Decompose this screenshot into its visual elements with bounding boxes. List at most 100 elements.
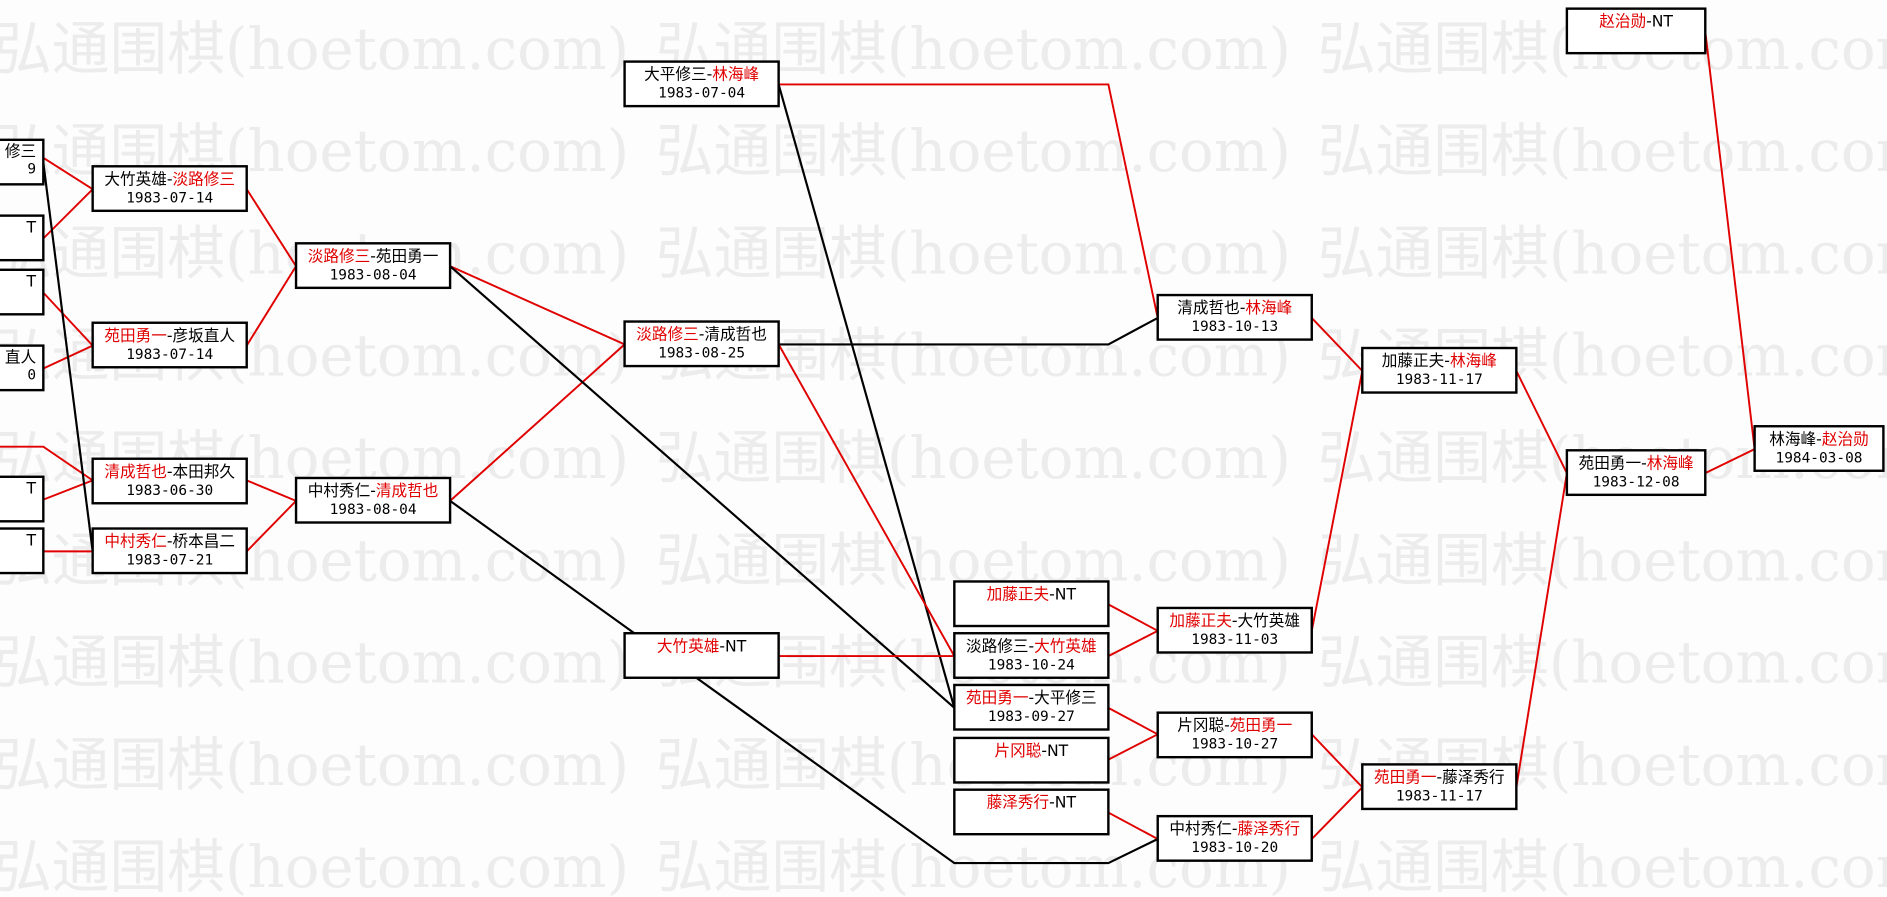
player-2: NT bbox=[1652, 12, 1674, 31]
match-box[interactable]: 苑田勇一-彦坂直人 1983-07-14 bbox=[91, 321, 248, 369]
match-date: 1983-07-14 bbox=[126, 190, 213, 206]
player-2: 藤泽秀行 bbox=[1442, 767, 1505, 786]
match-box[interactable]: 淡路修三-苑田勇一 1983-08-04 bbox=[294, 242, 452, 290]
match-box[interactable]: 大竹英雄-淡路修三 1983-07-14 bbox=[91, 165, 248, 213]
winner-line bbox=[246, 500, 297, 553]
match-date: 1983-10-20 bbox=[1191, 840, 1278, 856]
separator: - bbox=[1049, 585, 1055, 604]
match-box[interactable]: 清成哲也-本田邦久 1983-06-30 bbox=[91, 457, 248, 505]
winner-line bbox=[1107, 811, 1159, 840]
watermark-text: 弘通围棋(hoetom.com) bbox=[1318, 219, 1887, 287]
loser-line bbox=[42, 162, 94, 552]
winner-line bbox=[777, 343, 956, 657]
partial-match-box[interactable]: T bbox=[0, 475, 45, 523]
winner-line bbox=[1704, 31, 1756, 450]
player-2: 清成哲也 bbox=[376, 481, 439, 500]
match-box[interactable]: 苑田勇一-藤泽秀行 1983-11-17 bbox=[1361, 763, 1518, 811]
winner-line bbox=[1311, 733, 1363, 788]
loser-line bbox=[778, 316, 1159, 346]
separator: - bbox=[1232, 611, 1238, 630]
match-players: 中村秀仁-藤泽秀行 bbox=[1169, 819, 1300, 838]
player-2: NT bbox=[1055, 585, 1077, 604]
player-1: 片冈聪 bbox=[1177, 716, 1224, 735]
match-box[interactable]: 大平修三-林海峰 1983-07-04 bbox=[623, 60, 780, 108]
separator: - bbox=[699, 325, 705, 344]
loser-line bbox=[449, 499, 1159, 865]
match-players: 加藤正夫-林海峰 bbox=[1382, 351, 1497, 370]
player-1: 淡路修三 bbox=[966, 636, 1029, 655]
match-players: 藤泽秀行-NT bbox=[987, 793, 1077, 812]
match-players: 苑田勇一-彦坂直人 bbox=[104, 326, 235, 345]
match-box[interactable]: 淡路修三-大竹英雄 1983-10-24 bbox=[953, 632, 1110, 679]
separator: - bbox=[1049, 793, 1055, 812]
match-date: 1983-08-04 bbox=[330, 502, 417, 518]
match-date: 1983-12-08 bbox=[1593, 474, 1680, 490]
match-box[interactable]: 加藤正夫-大竹英雄 1983-11-03 bbox=[1156, 606, 1313, 654]
match-box[interactable]: 中村秀仁-藤泽秀行 1983-10-20 bbox=[1156, 814, 1313, 862]
partial-match-box[interactable]: T bbox=[0, 214, 45, 262]
watermark-text: 弘通围棋(hoetom.com) bbox=[0, 629, 629, 697]
match-box[interactable]: 苑田勇一-林海峰 1983-12-08 bbox=[1565, 449, 1707, 497]
player-1: 大平修三 bbox=[644, 65, 707, 84]
player-2: 苑田勇一 bbox=[376, 246, 439, 265]
player-1: 藤泽秀行 bbox=[987, 793, 1050, 812]
player-1: 苑田勇一 bbox=[966, 688, 1029, 707]
watermark-text: 弘通围棋(hoetom.com) bbox=[1318, 629, 1887, 697]
partial-match-box[interactable]: 直人0 bbox=[0, 344, 45, 392]
match-box[interactable]: 苑田勇一-大平修三 1983-09-27 bbox=[953, 683, 1110, 731]
separator: - bbox=[370, 246, 376, 265]
match-box[interactable]: 加藤正夫-NT bbox=[953, 580, 1110, 628]
player-1: 中村秀仁 bbox=[104, 532, 167, 551]
loser-line bbox=[449, 265, 956, 709]
player-2: NT bbox=[725, 636, 747, 655]
separator: - bbox=[167, 326, 173, 345]
winner-line bbox=[42, 291, 94, 347]
player-2: 大平修三 bbox=[1034, 688, 1097, 707]
partial-match-box[interactable]: T bbox=[0, 527, 45, 575]
match-boxes: 修三9TT直人0TT大竹英雄-淡路修三1983-07-14苑田勇一-彦坂直人19… bbox=[0, 7, 1885, 862]
match-date: 1983-10-27 bbox=[1191, 737, 1278, 753]
winner-line bbox=[1515, 473, 1568, 788]
match-box[interactable]: 片冈聪-苑田勇一 1983-10-27 bbox=[1156, 711, 1313, 759]
winner-line bbox=[245, 265, 297, 347]
match-players: 苑田勇一-大平修三 bbox=[966, 688, 1097, 707]
partial-match-box[interactable]: 修三9 bbox=[0, 138, 45, 186]
bracket-lines bbox=[0, 31, 1756, 865]
match-box[interactable]: 片冈聪-NT bbox=[953, 736, 1110, 784]
player-name: 直人 bbox=[5, 347, 37, 366]
match-box[interactable]: 林海峰-赵治勋 1984-03-08 bbox=[1753, 425, 1885, 472]
match-box[interactable]: 中村秀仁-清成哲也 1983-08-04 bbox=[294, 476, 452, 524]
match-players: 加藤正夫-大竹英雄 bbox=[1169, 611, 1300, 630]
match-players: 中村秀仁-清成哲也 bbox=[308, 481, 439, 500]
match-box[interactable]: 藤泽秀行-NT bbox=[953, 788, 1110, 836]
match-players: 淡路修三-清成哲也 bbox=[636, 325, 767, 344]
partial-match-box[interactable]: T bbox=[0, 268, 45, 316]
player-name: T bbox=[26, 530, 37, 549]
match-players: 苑田勇一-林海峰 bbox=[1579, 453, 1694, 472]
separator: - bbox=[1232, 819, 1238, 838]
separator: - bbox=[1029, 688, 1035, 707]
match-box[interactable]: 清成哲也-林海峰 1983-10-13 bbox=[1156, 293, 1313, 341]
match-box[interactable]: 淡路修三-清成哲也 1983-08-25 bbox=[623, 320, 780, 368]
player-2: 桥本昌二 bbox=[173, 532, 235, 551]
player-1: 加藤正夫 bbox=[987, 585, 1050, 604]
winner-line bbox=[245, 188, 297, 267]
match-box[interactable]: 加藤正夫-林海峰 1983-11-17 bbox=[1361, 346, 1518, 394]
match-box[interactable]: 中村秀仁-桥本昌二 1983-07-21 bbox=[91, 527, 248, 575]
player-1: 赵治勋 bbox=[1599, 12, 1646, 31]
separator: - bbox=[707, 65, 713, 84]
match-players: 大平修三-林海峰 bbox=[644, 65, 759, 84]
winner-line bbox=[1311, 317, 1363, 372]
match-box[interactable]: 赵治勋-NT bbox=[1565, 7, 1707, 55]
player-2: 藤泽秀行 bbox=[1238, 819, 1301, 838]
match-box[interactable]: 大竹英雄-NT bbox=[623, 632, 780, 679]
match-date: 1983-09-27 bbox=[988, 709, 1075, 725]
winner-line bbox=[1107, 629, 1159, 657]
separator: - bbox=[167, 462, 173, 481]
match-date: 1983-11-17 bbox=[1396, 372, 1483, 388]
player-1: 片冈聪 bbox=[994, 741, 1041, 760]
match-date: 1983-08-04 bbox=[330, 267, 417, 283]
watermark-text: 弘通围棋(hoetom.com) bbox=[1318, 526, 1887, 594]
winner-line bbox=[246, 479, 297, 502]
